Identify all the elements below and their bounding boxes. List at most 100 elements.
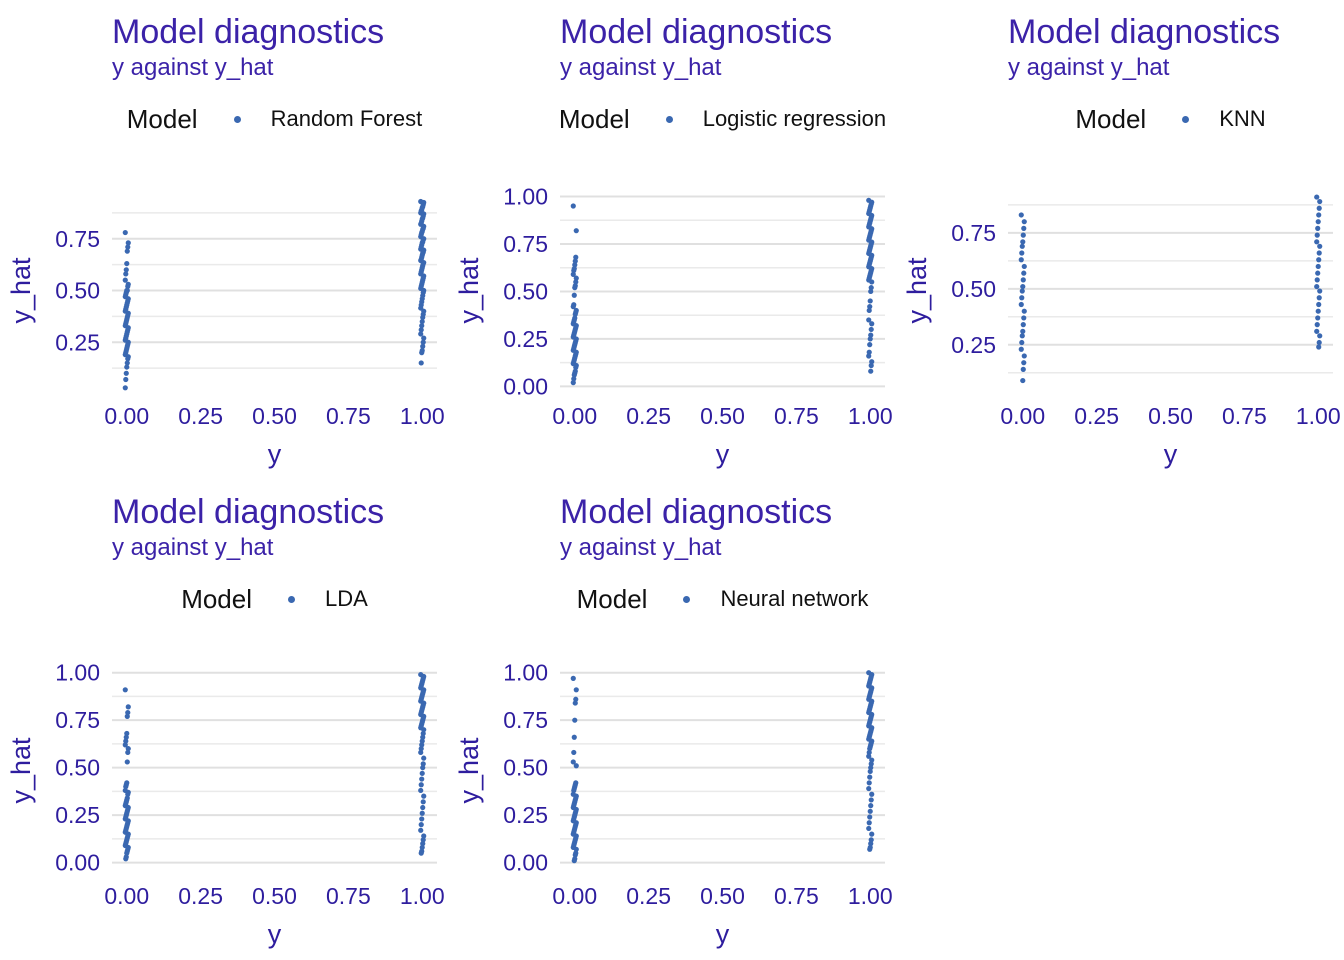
legend: Model LDA (112, 582, 437, 616)
diagnostic-plot: Model diagnostics y against y_hat Model … (0, 0, 448, 480)
data-point (1018, 301, 1024, 308)
legend-point-icon (233, 115, 241, 123)
legend-entry-label: LDA (325, 586, 368, 611)
plot-subtitle: y against y_hat (1008, 54, 1170, 81)
diagnostic-plot: Model diagnostics y against y_hat Model … (0, 480, 448, 960)
data-point (572, 700, 578, 706)
y-tick-label: 1.00 (503, 183, 548, 209)
data-point (1314, 194, 1320, 200)
data-point (866, 349, 872, 355)
data-point (573, 275, 579, 281)
x-tick-label: 0.00 (1000, 403, 1045, 429)
x-tick-label: 0.50 (700, 403, 745, 429)
data-point (419, 738, 425, 744)
data-point (1021, 315, 1027, 321)
data-point (1020, 239, 1026, 245)
y-tick-label: 0.75 (503, 231, 548, 257)
data-point (1317, 288, 1323, 294)
x-tick-label: 0.00 (552, 883, 597, 909)
plot-panel: 0.25 0.50 0.75 0.00 0.25 0.50 0.75 1.00 y y_hat (902, 194, 1341, 469)
data-point (868, 332, 874, 338)
data-point (1316, 344, 1322, 350)
data-point (868, 803, 874, 809)
data-point (419, 776, 425, 782)
plot-title: Model diagnostics (560, 493, 833, 531)
data-point (123, 376, 129, 383)
y-tick-label: 1.00 (503, 660, 548, 686)
plot-subtitle: y against y_hat (560, 54, 722, 81)
data-point (419, 318, 425, 325)
data-point (1020, 366, 1026, 372)
data-point (866, 780, 872, 786)
data-point (420, 314, 426, 321)
legend-title: Model (126, 103, 198, 134)
x-tick-label: 0.50 (1148, 403, 1193, 429)
data-point (421, 755, 427, 761)
y-tick-label: 0.75 (55, 226, 100, 252)
data-point (571, 734, 577, 740)
diagnostic-plot: Model diagnostics y against y_hat Model … (896, 0, 1344, 480)
data-point (571, 858, 577, 864)
data-point (867, 336, 873, 342)
data-point (571, 376, 577, 382)
data-point (1020, 283, 1026, 290)
data-point (869, 757, 875, 763)
points-column-y1 (418, 198, 427, 366)
data-point (418, 746, 424, 752)
data-point (1020, 322, 1026, 328)
data-point (570, 203, 576, 209)
data-point (419, 816, 425, 822)
x-tick-label: 0.00 (552, 403, 597, 429)
data-point (1314, 239, 1320, 245)
data-point (125, 356, 131, 362)
data-point (867, 768, 873, 775)
y-axis-title: y_hat (6, 257, 36, 324)
legend-entry-label: KNN (1219, 106, 1266, 131)
y-axis-title: y_hat (6, 737, 36, 804)
legend-title: Model (1075, 103, 1147, 134)
data-point (572, 852, 578, 858)
data-point (420, 799, 426, 805)
data-point (1018, 212, 1024, 218)
data-point (419, 844, 425, 851)
data-point (419, 350, 425, 356)
data-point (868, 837, 874, 843)
x-axis-title: y (268, 919, 282, 949)
x-tick-label: 0.25 (1074, 403, 1119, 429)
data-point (570, 759, 576, 765)
data-point (1315, 308, 1321, 314)
data-point (421, 833, 427, 839)
data-point (1020, 328, 1026, 334)
data-point (868, 797, 874, 803)
y-axis-title: y_hat (902, 257, 932, 324)
y-tick-label: 0.25 (503, 802, 548, 828)
data-point (1021, 360, 1027, 366)
y-tick-label: 0.50 (951, 276, 996, 302)
data-point (418, 782, 424, 788)
x-tick-label: 0.25 (626, 883, 671, 909)
data-point (571, 267, 577, 274)
points-column-y0 (570, 675, 579, 864)
data-point (123, 856, 129, 862)
data-point (125, 244, 131, 250)
diagnostic-plot: Model diagnostics y against y_hat Model … (448, 480, 896, 960)
data-point (123, 734, 129, 740)
legend-entry-label: Random Forest (270, 106, 423, 131)
data-point (123, 267, 129, 273)
data-point (124, 730, 130, 737)
points-column-y0 (570, 203, 579, 386)
x-tick-label: 1.00 (1296, 403, 1341, 429)
data-point (418, 749, 424, 756)
data-point (122, 229, 128, 236)
y-tick-label: 0.25 (55, 329, 100, 355)
data-point (124, 713, 130, 719)
data-point (866, 785, 872, 792)
legend-title: Model (181, 583, 253, 614)
x-tick-label: 0.00 (104, 883, 149, 909)
data-point (570, 271, 576, 277)
data-point (866, 825, 872, 832)
plot-title: Model diagnostics (112, 493, 385, 531)
data-point (123, 738, 129, 744)
x-tick-label: 0.75 (326, 403, 371, 429)
